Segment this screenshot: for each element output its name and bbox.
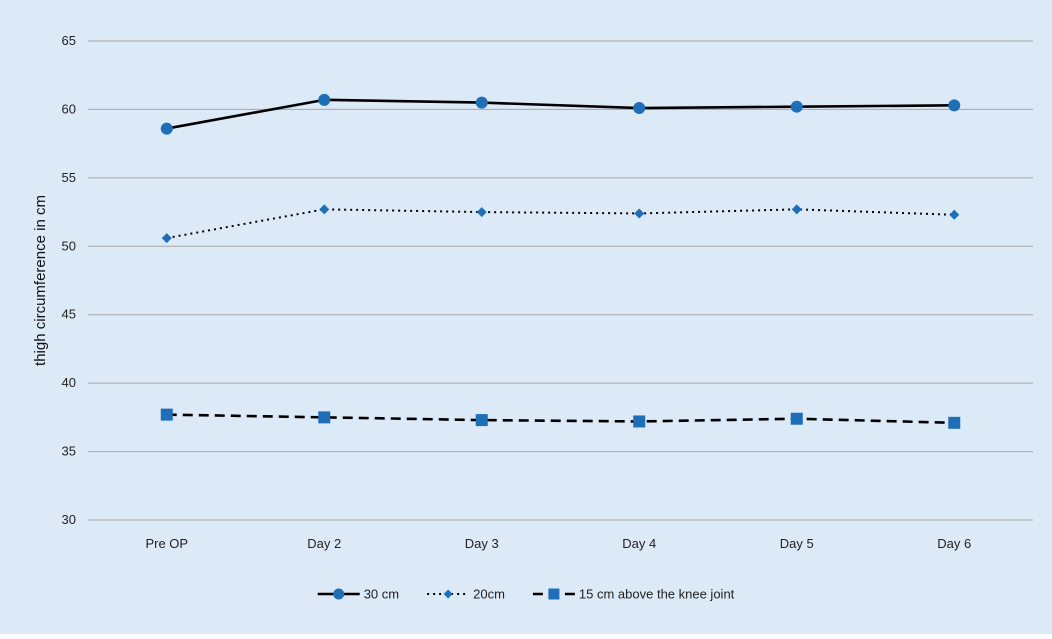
data-point-marker: [160, 122, 173, 135]
data-point-marker: [475, 414, 488, 427]
y-tick-label: 35: [62, 444, 76, 459]
x-tick-label: Day 2: [307, 536, 341, 551]
data-point-marker: [319, 204, 330, 215]
legend-item: 15 cm above the knee joint: [532, 587, 735, 602]
y-tick-labels: 30 35 40 45 50 55 60 65: [62, 33, 76, 527]
data-point-marker: [633, 415, 646, 428]
legend-label: 20cm: [473, 587, 505, 602]
x-tick-label: Day 3: [465, 536, 499, 551]
y-tick-label: 40: [62, 375, 76, 390]
series-1: [160, 93, 961, 135]
data-point-marker: [634, 208, 645, 219]
data-point-marker: [633, 102, 646, 115]
y-tick-label: 50: [62, 238, 76, 253]
data-point-marker: [476, 207, 487, 218]
legend-marker: [333, 588, 345, 600]
data-point-marker: [948, 99, 961, 112]
data-point-marker: [318, 93, 331, 106]
x-tick-labels: Pre OP Day 2 Day 3 Day 4 Day 5 Day 6: [145, 536, 971, 551]
series-3: [160, 408, 961, 429]
x-tick-label: Day 5: [780, 536, 814, 551]
legend-marker: [443, 589, 453, 599]
legend-item: 30 cm: [317, 587, 399, 602]
data-point-marker: [160, 408, 173, 421]
data-point-marker: [949, 209, 960, 220]
data-point-marker: [791, 204, 802, 215]
y-tick-label: 45: [62, 307, 76, 322]
y-tick-label: 55: [62, 170, 76, 185]
y-tick-label: 60: [62, 101, 76, 116]
series: [160, 93, 961, 429]
legend-item: 20cm: [427, 587, 505, 602]
legend-label: 30 cm: [364, 587, 399, 602]
gridlines: [88, 40, 1033, 521]
data-point-marker: [318, 411, 331, 424]
data-point-marker: [790, 412, 803, 425]
legend-marker: [548, 588, 560, 600]
data-point-marker: [161, 233, 172, 244]
y-tick-label: 65: [62, 33, 76, 48]
data-point-marker: [475, 96, 488, 109]
data-point-marker: [790, 100, 803, 113]
series-line: [166, 208, 955, 240]
x-tick-label: Day 4: [622, 536, 656, 551]
legend-label: 15 cm above the knee joint: [579, 587, 735, 602]
x-tick-label: Pre OP: [145, 536, 188, 551]
y-axis-title: thigh circumference in cm: [32, 195, 49, 366]
y-tick-label: 30: [62, 512, 76, 527]
series-line: [166, 98, 955, 130]
series-line: [166, 413, 955, 425]
data-point-marker: [948, 416, 961, 429]
legend: 30 cm 20cm 15 cm above the knee joint: [317, 587, 735, 602]
series-2: [161, 204, 960, 244]
x-tick-label: Day 6: [937, 536, 971, 551]
